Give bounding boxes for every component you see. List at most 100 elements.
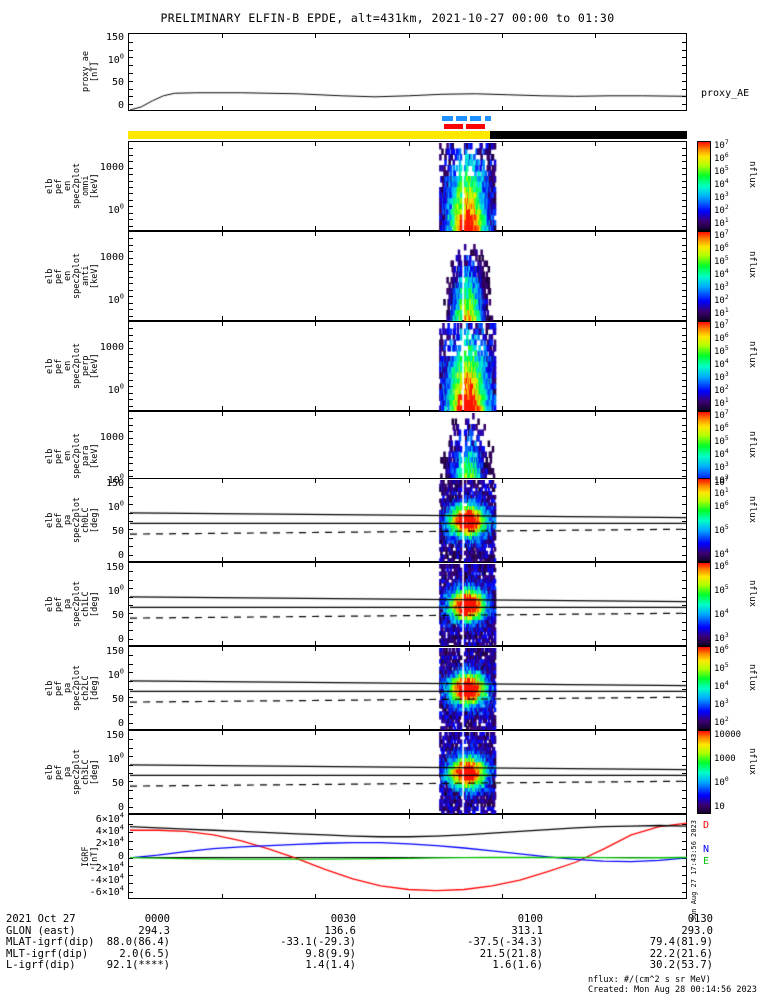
colorbar-label-ch1lc-0: 106 (714, 560, 729, 572)
colorbar-title-ch3lc: nflux (747, 748, 757, 776)
ytick-proxy_ae-1: 100 (107, 52, 124, 66)
status-marker-blue-1 (455, 116, 468, 121)
colorbar-label-perp-5: 102 (714, 384, 729, 396)
ytick-ch3lc-3: 0 (117, 802, 124, 814)
ytick-igrf-3: 0 (117, 850, 124, 862)
colorbar-ch3lc (697, 730, 711, 814)
colorbar-title-omni: nflux (747, 160, 757, 188)
xlabel-r4-c1: 1.4(1.4) (305, 959, 356, 971)
xlabel-rowname-1: GLON (east) (6, 924, 76, 937)
ytick-ch1lc-0: 150 (105, 561, 124, 573)
colorbar-label-ch1lc-1: 105 (714, 584, 729, 596)
colorbar-label-para-4: 103 (714, 461, 729, 473)
colorbar-label-ch3lc-0: 10000 (714, 730, 742, 740)
plot-area-perp (130, 323, 687, 411)
ylabel-perp: elb pef en spec2plot perp [keV] (45, 342, 100, 390)
xlabel-r1-c3: 293.0 (681, 924, 713, 937)
colorbar-gradient (698, 731, 710, 813)
ytick-igrf-1: 4×104 (95, 823, 124, 838)
colorbar-title-ch0lc: nflux (747, 496, 757, 524)
status-marker-blue-0 (441, 116, 454, 121)
colorbar-ch2lc (697, 646, 711, 730)
status-marker-blue-2 (469, 116, 482, 121)
colorbar-label-ch3lc-3: 10 (714, 802, 725, 812)
ytick-perp-1: 100 (107, 382, 124, 397)
plot-area-igrf (130, 816, 687, 899)
colorbar-label-perp-2: 105 (714, 345, 729, 357)
colorbar-label-ch2lc-0: 106 (714, 644, 729, 656)
plot-area-ch1lc (130, 564, 687, 646)
page-title: PRELIMINARY ELFIN-B EPDE, alt=431km, 202… (160, 11, 615, 25)
timestamp-sidetext: Sun Aug 27 17:43:56 2023 (690, 820, 698, 922)
colorbar-label-ch0lc-1: 106 (714, 500, 729, 512)
xlabel-r4-c0: 92.1(****) (106, 959, 170, 971)
ytick-anti-1: 100 (107, 292, 124, 307)
colorbar-label-para-6: 101 (714, 487, 729, 499)
ytick-perp-0: 1000 (99, 342, 124, 353)
colorbar-label-anti-4: 103 (714, 281, 729, 293)
colorbar-gradient (698, 479, 710, 561)
plot-area-proxy_ae (130, 35, 687, 111)
proxy-ae-series-label: proxy_AE (701, 87, 750, 99)
status-bar-yellow (128, 131, 490, 139)
xlabel-rowname-4: L-igrf(dip) (6, 959, 76, 971)
ytick-ch1lc-3: 0 (117, 634, 124, 646)
colorbar-label-perp-1: 106 (714, 332, 729, 344)
ylabel-ch3lc: elb pef pa spec2plot ch3LC [deg] (45, 748, 100, 796)
ytick-ch2lc-3: 0 (117, 718, 124, 730)
plot-area-ch0lc (130, 480, 687, 562)
ytick-ch2lc-0: 150 (105, 645, 124, 657)
ytick-ch1lc-2: 50 (111, 610, 124, 622)
ylabel-ch2lc: elb pef pa spec2plot ch2LC [deg] (45, 664, 100, 712)
status-marker-blue-3 (484, 116, 492, 121)
xlabel-r4-c3: 30.2(53.7) (649, 959, 713, 971)
ytick-ch0lc-0: 150 (105, 477, 124, 489)
status-marker-red-0 (444, 124, 464, 129)
colorbar-label-anti-0: 107 (714, 229, 729, 241)
colorbar-label-perp-3: 104 (714, 358, 729, 370)
xlabel-r0-c1: 0030 (330, 913, 356, 925)
colorbar-ch0lc (697, 478, 711, 562)
colorbar-label-omni-3: 104 (714, 178, 729, 190)
colorbar-label-ch3lc-1: 1000 (714, 754, 736, 764)
colorbar-ch1lc (697, 562, 711, 646)
xlabel-r2-c1: -33.1(-29.3) (280, 936, 356, 948)
colorbar-label-ch3lc-2: 100 (714, 776, 729, 788)
xlabel-r1-c2: 313.1 (511, 924, 543, 937)
xlabel-r4-c2: 1.6(1.6) (492, 959, 543, 971)
ytick-ch0lc-2: 50 (111, 526, 124, 538)
panel-igrf (128, 814, 687, 899)
ylabel-anti: elb pef en spec2plot anti [keV] (45, 252, 100, 300)
colorbar-label-ch2lc-1: 105 (714, 662, 729, 674)
colorbar-label-ch1lc-2: 104 (714, 608, 729, 620)
ytick-ch0lc-1: 100 (107, 499, 124, 513)
xlabel-r2-c3: 79.4(81.9) (649, 936, 713, 948)
ytick-igrf-0: 6×104 (95, 811, 124, 825)
colorbar-title-ch1lc: nflux (747, 580, 757, 608)
footer-units: nflux: #/(cm^2 s sr MeV) (588, 975, 711, 985)
status-bar-black (490, 131, 687, 139)
ytick-ch3lc-2: 50 (111, 778, 124, 790)
ytick-igrf-2: 2×104 (95, 835, 124, 850)
ytick-omni-0: 1000 (99, 162, 124, 173)
xlabel-r3-c0: 2.0(6.5) (119, 947, 170, 960)
panel-proxy_ae (128, 33, 687, 111)
igrf-legend-N: N (703, 844, 710, 855)
xlabel-r0-c0: 0000 (144, 913, 170, 925)
xlabel-r3-c1: 9.8(9.9) (305, 947, 356, 960)
panel-ch3lc (128, 730, 687, 814)
colorbar-title-ch2lc: nflux (747, 664, 757, 692)
panel-perp (128, 321, 687, 411)
xlabel-rowname-3: MLT-igrf(dip) (6, 947, 89, 960)
panel-ch1lc (128, 562, 687, 646)
colorbar-label-omni-5: 102 (714, 204, 729, 216)
colorbar-gradient (698, 232, 710, 320)
colorbar-label-anti-6: 101 (714, 307, 729, 319)
ytick-para-1: 100 (107, 472, 124, 487)
colorbar-label-para-1: 106 (714, 422, 729, 434)
panel-anti (128, 231, 687, 321)
colorbar-label-omni-0: 107 (714, 139, 729, 151)
colorbar-gradient (698, 563, 710, 645)
colorbar-title-perp: nflux (747, 340, 757, 368)
colorbar-label-anti-5: 102 (714, 294, 729, 306)
